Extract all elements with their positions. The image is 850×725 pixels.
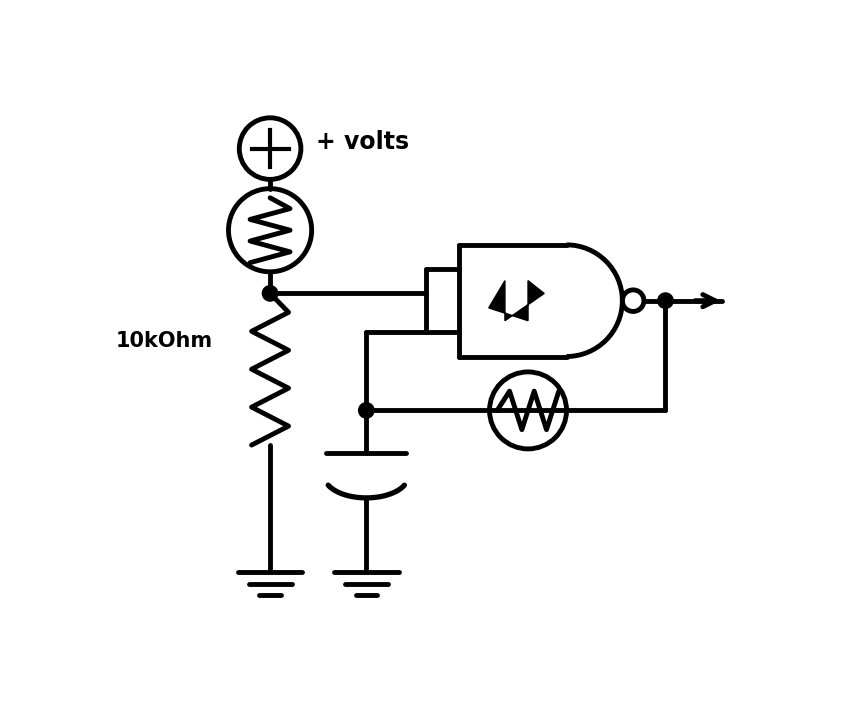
Circle shape bbox=[263, 286, 278, 301]
Circle shape bbox=[359, 402, 374, 418]
Circle shape bbox=[658, 293, 673, 308]
Text: 10kOhm: 10kOhm bbox=[116, 331, 213, 351]
Text: + volts: + volts bbox=[316, 130, 410, 154]
Polygon shape bbox=[489, 281, 544, 320]
